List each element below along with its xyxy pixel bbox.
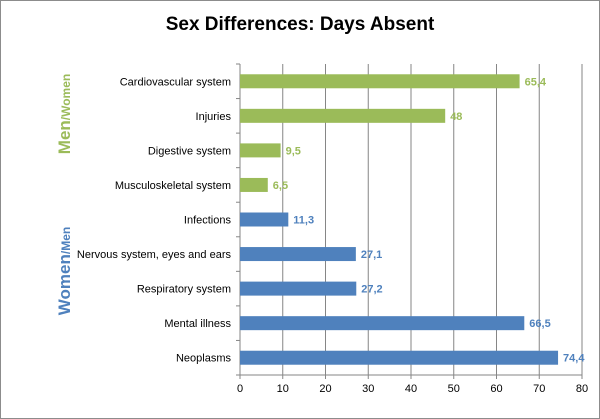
chart-title: Sex Differences: Days Absent <box>166 14 435 35</box>
data-label-8: 74,4 <box>563 353 585 365</box>
x-tick-label-20: 20 <box>319 383 331 395</box>
data-label-5: 27,1 <box>361 249 382 261</box>
bar-7 <box>240 316 525 331</box>
x-tick-label-70: 70 <box>533 383 545 395</box>
bar-6 <box>240 281 357 296</box>
bar-5 <box>240 247 356 262</box>
bar-0 <box>240 74 520 89</box>
group-label-men-main: Men <box>55 120 74 154</box>
group-label-women-sub: /Men <box>59 227 73 254</box>
data-label-3: 6,5 <box>273 180 288 192</box>
bar-4 <box>240 212 289 227</box>
data-label-1: 48 <box>450 111 462 123</box>
x-tick-labels: 0 10 20 30 40 50 60 70 80 <box>237 383 588 395</box>
x-tick-label-0: 0 <box>237 383 243 395</box>
data-label-7: 66,5 <box>529 318 550 330</box>
category-labels: Cardiovascular system Injuries Digestive s… <box>77 76 232 364</box>
x-tick-label-80: 80 <box>576 383 588 395</box>
x-tick-label-40: 40 <box>405 383 417 395</box>
bar-1 <box>240 108 446 123</box>
group-label-women-main: Women <box>55 254 74 315</box>
x-tick-label-50: 50 <box>448 383 460 395</box>
category-label-6: Respiratory system <box>137 284 231 296</box>
x-tick-label-10: 10 <box>277 383 289 395</box>
data-label-6: 27,2 <box>361 284 382 296</box>
x-tick-label-30: 30 <box>362 383 374 395</box>
category-label-4: Infections <box>184 215 232 227</box>
group-label-men: Men/Women <box>55 74 74 154</box>
data-labels: 65,4 48 9,5 6,5 11,3 27,1 27,2 66,5 74,4 <box>273 76 586 364</box>
category-label-1: Injuries <box>196 111 232 123</box>
category-label-2: Digestive system <box>148 145 231 157</box>
bar-8 <box>240 350 559 365</box>
bars-group <box>240 74 559 365</box>
category-label-7: Mental illness <box>164 318 231 330</box>
category-label-5: Nervous system, eyes and ears <box>77 249 232 261</box>
bar-2 <box>240 143 281 158</box>
data-label-2: 9,5 <box>286 145 301 157</box>
group-label-women: Women/Men <box>55 227 74 315</box>
data-label-0: 65,4 <box>525 76 547 88</box>
x-tick-label-60: 60 <box>490 383 502 395</box>
category-label-0: Cardiovascular system <box>120 76 231 88</box>
category-label-8: Neoplasms <box>176 353 232 365</box>
category-label-3: Musculoskeletal system <box>115 180 231 192</box>
data-label-4: 11,3 <box>293 215 314 227</box>
bar-3 <box>240 177 268 192</box>
group-label-men-sub: /Women <box>59 74 73 120</box>
